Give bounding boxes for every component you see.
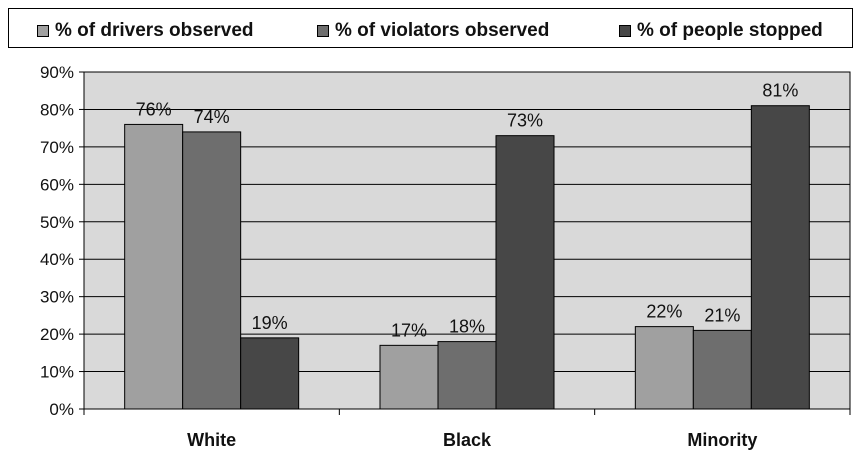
legend-swatch-violators-observed	[317, 25, 329, 37]
data-label-white-series-1: 74%	[194, 107, 230, 127]
data-label-minority-series-2: 81%	[762, 81, 798, 101]
data-label-minority-series-1: 21%	[704, 305, 740, 325]
bar-black-series-1	[437, 341, 497, 410]
legend-item-drivers-observed: % of drivers observed	[37, 20, 254, 42]
y-tick-label-80: 80%	[40, 100, 74, 119]
y-tick-label-0: 0%	[49, 400, 74, 419]
y-tick-label-60: 60%	[40, 175, 74, 194]
legend-item-violators-observed: % of violators observed	[317, 20, 549, 42]
y-tick-label-20: 20%	[40, 325, 74, 344]
data-label-black-series-1: 18%	[449, 317, 485, 337]
bar-minority-series-0	[634, 326, 694, 410]
data-label-white-series-0: 76%	[136, 99, 172, 119]
y-tick-label-50: 50%	[40, 213, 74, 232]
data-label-white-series-2: 19%	[252, 313, 288, 333]
y-tick-label-70: 70%	[40, 138, 74, 157]
bar-minority-series-2	[750, 105, 810, 410]
legend-swatch-people-stopped	[619, 25, 631, 37]
y-tick-label-90: 90%	[40, 63, 74, 82]
data-label-black-series-0: 17%	[391, 320, 427, 340]
legend-swatch-drivers-observed	[37, 25, 49, 37]
data-label-minority-series-0: 22%	[646, 302, 682, 322]
x-category-label-white: White	[187, 430, 236, 450]
bar-black-series-2	[495, 135, 555, 410]
legend-item-people-stopped: % of people stopped	[619, 20, 823, 42]
x-category-label-black: Black	[443, 430, 492, 450]
y-tick-label-10: 10%	[40, 363, 74, 382]
data-label-black-series-2: 73%	[507, 111, 543, 131]
legend-label-violators-observed: % of violators observed	[335, 20, 550, 41]
bar-minority-series-1	[692, 329, 752, 410]
legend-label-people-stopped: % of people stopped	[637, 20, 823, 41]
bar-white-series-0	[124, 123, 184, 410]
x-category-label-minority: Minority	[687, 430, 757, 450]
legend: % of drivers observed % of violators obs…	[8, 8, 853, 48]
bar-white-series-1	[182, 131, 242, 410]
bar-white-series-2	[240, 337, 300, 410]
y-tick-label-30: 30%	[40, 288, 74, 307]
bar-black-series-0	[379, 344, 439, 410]
legend-label-drivers-observed: % of drivers observed	[55, 20, 254, 41]
y-tick-label-40: 40%	[40, 250, 74, 269]
